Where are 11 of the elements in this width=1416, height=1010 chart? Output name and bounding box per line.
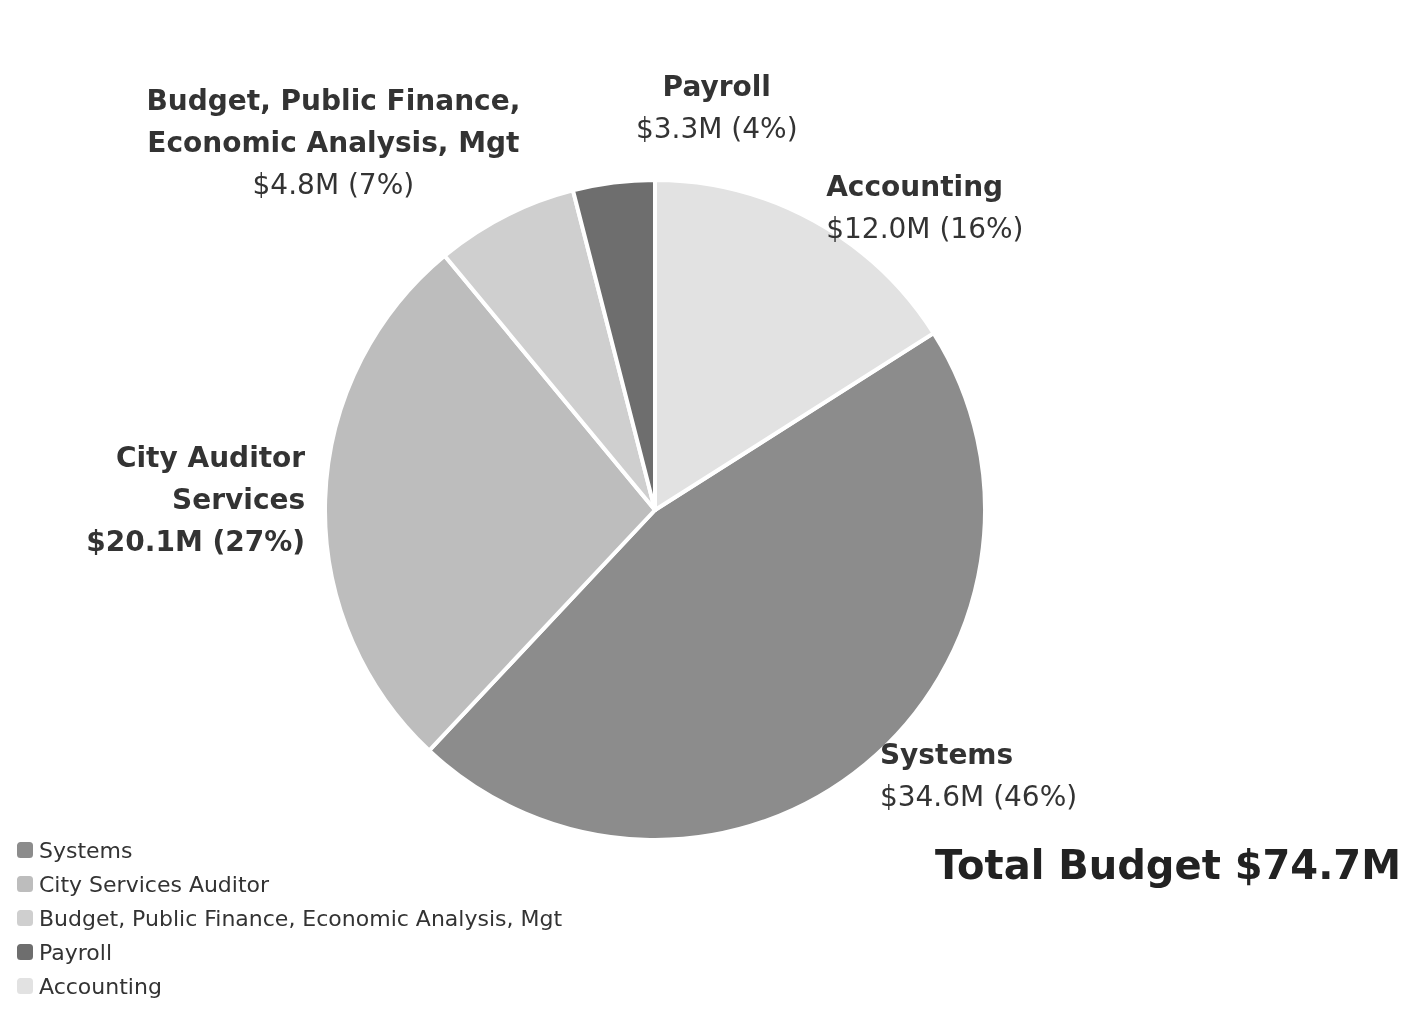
data-label: Budget, Public Finance, Economic Analysis, Mgt $4.8M (7%) bbox=[146, 84, 521, 202]
data-label: Systems $34.6M (46%) bbox=[879, 738, 1078, 814]
data-label: Accounting $12.0M (16%) bbox=[826, 170, 1024, 246]
legend-label: Systems bbox=[39, 837, 133, 863]
legend-label: Accounting bbox=[39, 973, 162, 999]
legend-label: Budget, Public Finance, Economic Analysis, Mgt bbox=[39, 905, 563, 931]
legend-label: Payroll bbox=[39, 939, 113, 965]
data-label: Payroll $3.3M (4%) bbox=[635, 70, 798, 146]
text: Total Budget $74.7M bbox=[935, 842, 1401, 888]
legend-label: City Services Auditor bbox=[39, 871, 271, 897]
data-label: City Auditor Services $20.1M (27%) bbox=[86, 440, 306, 558]
